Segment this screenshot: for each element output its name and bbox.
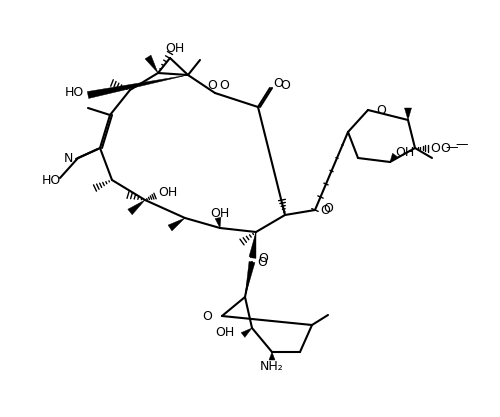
Text: N: N	[64, 151, 73, 164]
Text: —: —	[445, 141, 458, 155]
Text: O: O	[320, 203, 330, 216]
Polygon shape	[145, 55, 158, 73]
Text: OH: OH	[158, 186, 177, 198]
Text: O: O	[376, 103, 386, 116]
Text: O: O	[323, 201, 333, 214]
Text: O: O	[273, 76, 283, 90]
Text: O: O	[440, 141, 450, 155]
Text: OH: OH	[166, 42, 184, 55]
Polygon shape	[245, 261, 255, 297]
Text: O: O	[207, 78, 217, 91]
Text: O: O	[430, 141, 440, 155]
Text: OH: OH	[395, 146, 414, 158]
Text: OH: OH	[210, 206, 230, 219]
Polygon shape	[249, 232, 256, 257]
Polygon shape	[241, 328, 252, 337]
Polygon shape	[404, 108, 411, 120]
Polygon shape	[250, 232, 256, 259]
Text: HO: HO	[42, 173, 61, 186]
Text: —: —	[455, 138, 468, 151]
Text: O: O	[257, 256, 267, 269]
Text: O: O	[219, 78, 229, 91]
Polygon shape	[88, 75, 188, 98]
Polygon shape	[168, 218, 185, 231]
Text: HO: HO	[65, 85, 84, 98]
Text: OH: OH	[216, 327, 235, 339]
Text: O: O	[258, 251, 268, 264]
Polygon shape	[390, 153, 398, 162]
Text: O: O	[202, 309, 212, 322]
Polygon shape	[215, 217, 221, 228]
Polygon shape	[269, 352, 275, 360]
Text: O: O	[280, 78, 290, 91]
Text: NH₂: NH₂	[260, 361, 284, 374]
Polygon shape	[128, 200, 145, 215]
